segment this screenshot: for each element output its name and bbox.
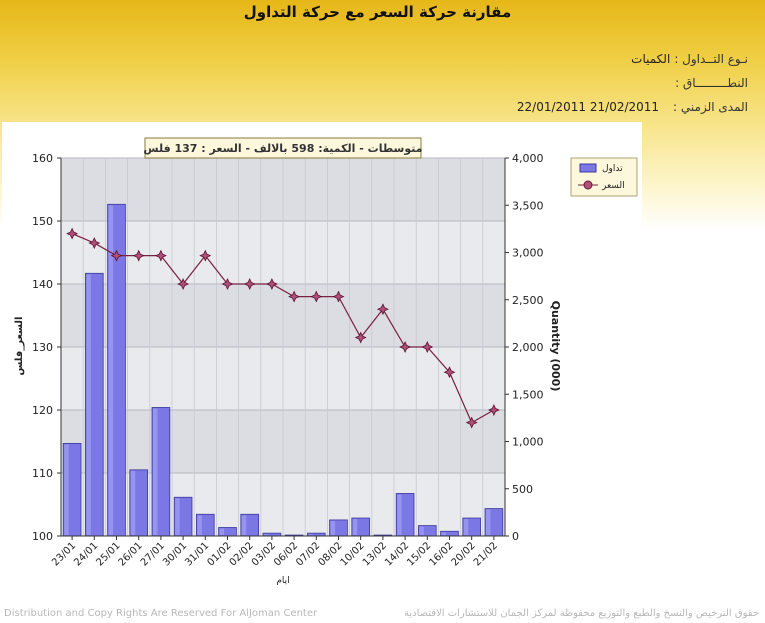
chart-title: متوسطات - الكمية: 598 بالالف - السعر : 1… — [143, 142, 422, 155]
y-axis-left-label: السعر_فلس — [14, 317, 25, 376]
volume-bar-highlight — [486, 509, 491, 535]
legend-bar-swatch — [579, 163, 597, 173]
legend: تداول السعر — [570, 157, 638, 197]
price-marker — [154, 249, 167, 262]
price-marker — [177, 278, 190, 290]
price-marker — [66, 227, 79, 240]
price-marker — [199, 249, 212, 262]
volume-bar-highlight — [463, 519, 469, 535]
range-row: النطـــــــــاق : — [671, 76, 748, 90]
left-tick-label: 100 — [32, 530, 53, 543]
chart-title-frame — [144, 137, 422, 159]
price-marker — [354, 331, 367, 344]
volume-bar-highlight — [441, 532, 447, 535]
left-axis-ticks: 100 110 120 130 140 150 160 — [32, 152, 61, 543]
trade-type-label: نـوع التــداول : — [674, 52, 748, 66]
volume-bar-highlight — [241, 515, 247, 535]
page-title: مقارنة حركة السعر مع حركة التداول — [243, 3, 512, 21]
right-tick-label: 4,000 — [512, 152, 544, 165]
price-marker — [443, 366, 456, 379]
period-value: 21/02/2011 22/01/2011 — [516, 100, 660, 114]
footer-copyright-en: Distribution and Copy Rights Are Reserve… — [4, 608, 318, 619]
range-label: النطـــــــــاق : — [675, 76, 748, 90]
volume-bars — [62, 203, 504, 537]
price-marker — [243, 278, 256, 290]
legend-line-marker — [583, 180, 593, 190]
legend-line-label: السعر — [601, 181, 625, 191]
right-tick-label: 3,000 — [512, 247, 544, 260]
volume-bar-highlight — [64, 444, 69, 535]
right-tick-label: 2,500 — [512, 294, 544, 307]
left-tick-label: 140 — [32, 278, 53, 291]
price-marker — [88, 237, 101, 249]
price-marker — [465, 416, 478, 429]
x-axis-label: ايام — [276, 576, 289, 586]
price-line — [66, 227, 500, 429]
price-marker — [132, 249, 145, 262]
footer-copyright-ar: حقوق الترخيص والنسخ والطبع والتوزيع محفو… — [403, 608, 759, 619]
trade-type-row: نـوع التــداول :الكميات — [631, 52, 748, 66]
legend-bar-label: تداول — [602, 164, 623, 174]
price-marker — [421, 341, 434, 353]
right-axis-ticks: 0 500 1,000 1,500 2,000 2,500 3,000 3,500 4,000 — [505, 152, 544, 543]
price-marker — [332, 290, 345, 303]
volume-bar-highlight — [219, 528, 225, 535]
price-marker — [376, 303, 389, 316]
y-axis-right-label: Quantity (000) — [549, 301, 562, 392]
volume-bar-highlight — [352, 519, 358, 535]
volume-bar-highlight — [197, 515, 202, 535]
right-tick-label: 1,500 — [512, 388, 544, 401]
volume-bar-highlight — [264, 534, 269, 535]
left-tick-label: 120 — [32, 404, 53, 417]
right-tick-label: 1,000 — [512, 436, 544, 449]
price-marker — [221, 278, 234, 290]
right-tick-label: 0 — [512, 530, 519, 543]
volume-bar-highlight — [108, 205, 114, 535]
chart-title-box: متوسطات - الكمية: 598 بالالف - السعر : 1… — [143, 137, 423, 159]
right-tick-label: 3,500 — [512, 199, 544, 212]
price-marker — [399, 341, 412, 353]
volume-bar-highlight — [397, 494, 402, 535]
grid-lines — [60, 157, 506, 537]
volume-bar-highlight — [330, 520, 336, 535]
price-marker — [110, 249, 123, 262]
period-row: المدى الزمني : 21/02/2011 22/01/2011 — [517, 100, 748, 114]
left-tick-label: 130 — [32, 341, 53, 354]
volume-bar-highlight — [175, 498, 180, 535]
left-tick-label: 160 — [32, 152, 53, 165]
volume-bar-highlight — [308, 534, 313, 535]
right-tick-label: 2,000 — [512, 341, 544, 354]
volume-bar-highlight — [419, 526, 424, 535]
volume-bar-highlight — [130, 470, 136, 535]
period-label: المدى الزمني : — [673, 100, 748, 114]
price-marker — [487, 404, 500, 416]
price-marker — [288, 290, 301, 303]
volume-bar-highlight — [86, 274, 91, 535]
left-tick-label: 110 — [32, 467, 53, 480]
price-marker — [310, 290, 323, 303]
price-marker — [265, 278, 278, 290]
volume-bar-highlight — [153, 408, 158, 535]
right-tick-label: 500 — [512, 483, 533, 496]
trade-type-value: الكميات — [631, 52, 671, 66]
left-tick-label: 150 — [32, 215, 53, 228]
